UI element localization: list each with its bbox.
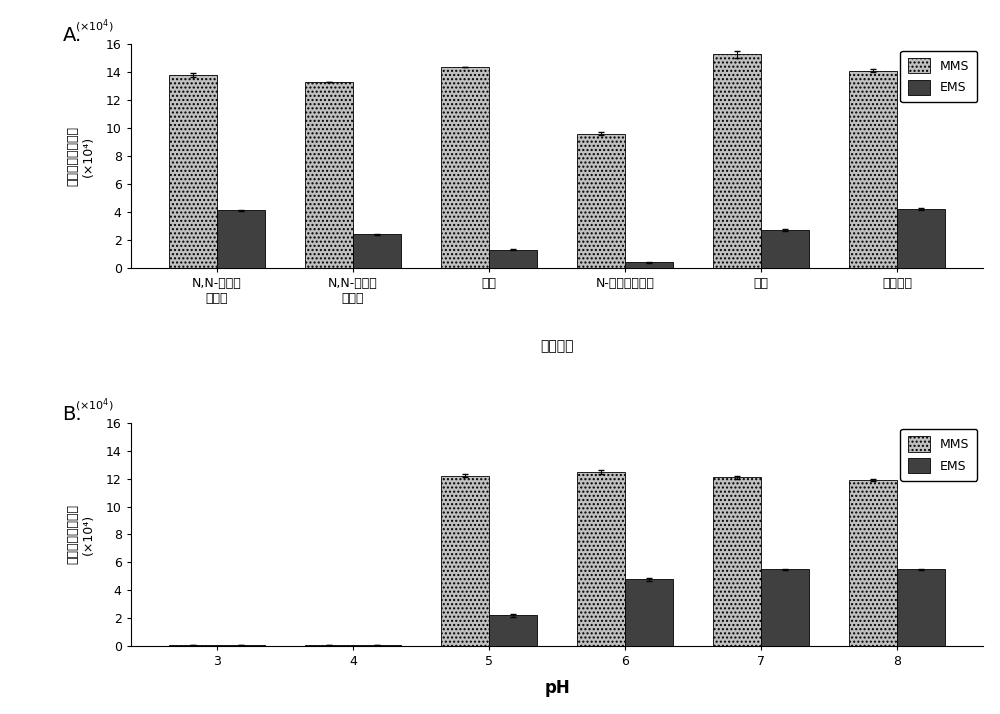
Bar [625,262,673,268]
Bar [217,645,265,646]
Bar [489,615,537,646]
Text: $(\times10^4)$: $(\times10^4)$ [75,396,114,414]
Bar [441,66,489,268]
X-axis label: 有机溶剂: 有机溶剂 [540,339,574,353]
Text: $(\times10^4)$: $(\times10^4)$ [75,18,114,35]
Bar [169,75,217,268]
Bar [849,71,897,268]
Bar [897,209,945,268]
Y-axis label: 衍生化产物峰面积
(×10⁴): 衍生化产物峰面积 (×10⁴) [67,505,95,565]
Bar [353,234,401,268]
Y-axis label: 衍生化产物峰面积
(×10⁴): 衍生化产物峰面积 (×10⁴) [67,126,95,186]
Bar [625,579,673,646]
Bar [849,480,897,646]
Legend: MMS, EMS: MMS, EMS [900,51,977,102]
Bar [489,250,537,268]
Text: B.: B. [62,405,82,424]
Bar [713,54,761,268]
Bar [441,476,489,646]
Bar [761,569,809,646]
Bar [305,645,353,646]
Bar [713,477,761,646]
Bar [305,82,353,268]
Bar [577,472,625,646]
Text: A.: A. [62,26,82,46]
Bar [217,211,265,268]
Bar [761,230,809,268]
Bar [577,134,625,268]
Bar [169,645,217,646]
Bar [353,645,401,646]
Legend: MMS, EMS: MMS, EMS [900,429,977,481]
Bar [897,569,945,646]
X-axis label: pH: pH [544,679,570,698]
